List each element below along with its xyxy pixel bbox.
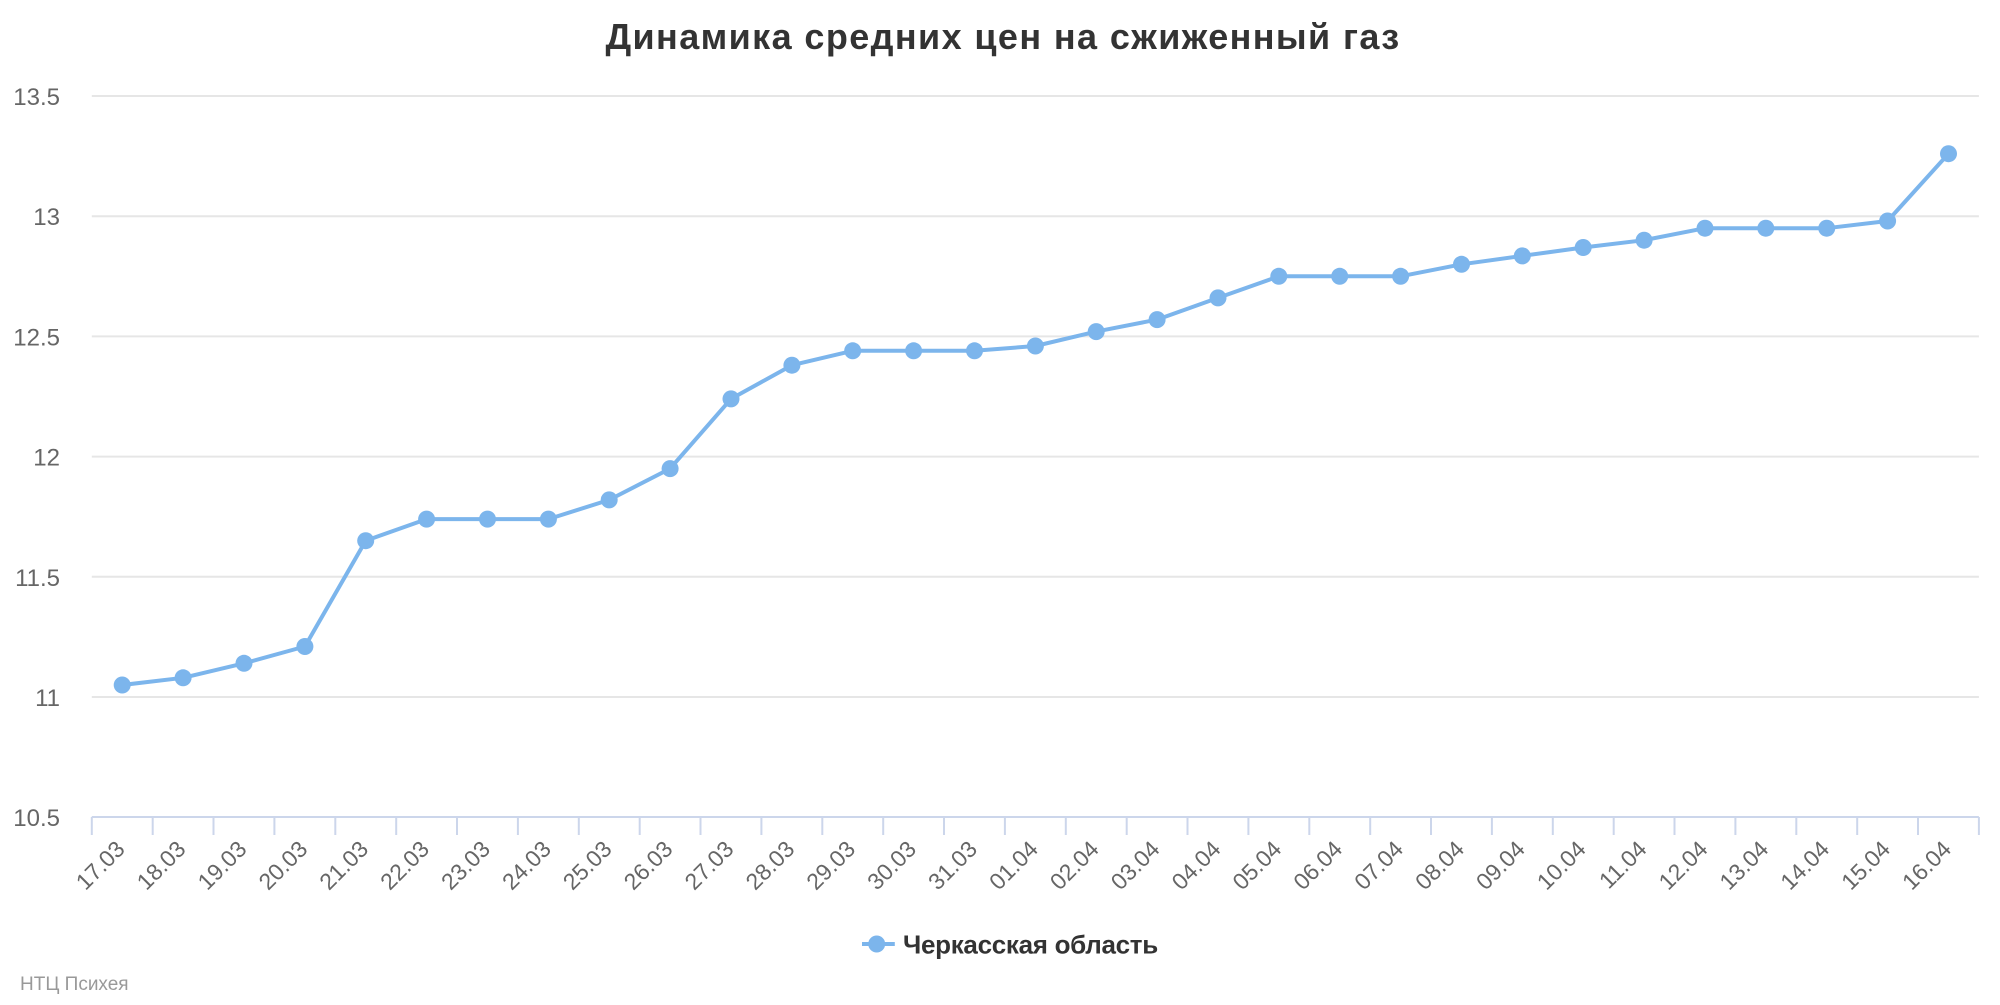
svg-text:11.5: 11.5 [15, 565, 60, 592]
svg-text:12.5: 12.5 [13, 324, 60, 351]
svg-text:Черкасская область: Черкасская область [903, 930, 1158, 960]
svg-text:13.5: 13.5 [13, 84, 60, 111]
svg-text:10.5: 10.5 [13, 805, 60, 832]
svg-text:11: 11 [35, 685, 60, 712]
svg-text:Динамика средних цен на сжижен: Динамика средних цен на сжиженный газ [605, 16, 1400, 57]
svg-text:12: 12 [33, 445, 60, 472]
svg-text:НТЦ Психея: НТЦ Психея [20, 974, 129, 995]
svg-text:13: 13 [33, 204, 60, 231]
